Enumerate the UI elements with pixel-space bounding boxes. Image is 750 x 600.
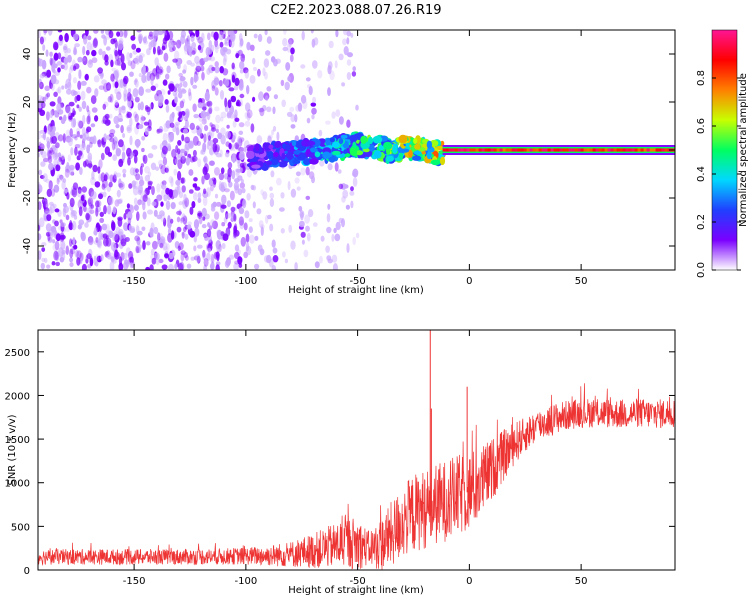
heatmap-region-0 [38,30,249,270]
spectrogram-panel: -150 -100 -50 0 50 -40 -20 0 20 40 Height of str… [7,29,676,296]
spectrogram-x-ticks: -150 -100 -50 0 50 [123,30,588,287]
colorbar-frame [711,29,738,271]
figure-title: C2E2.2023.088.07.26.R19 [270,3,441,18]
x-tick-label: -50 [349,276,365,287]
y-tick-label: 20 [22,96,33,109]
x-tick-label: 50 [575,276,588,287]
heatmap-region-2 [246,131,446,171]
spectrogram-heatmap [38,30,675,270]
snr-series-line [38,383,675,570]
colorbar-ticks: 0.0 0.2 0.4 0.6 0.8 [696,70,741,278]
x-tick-label: -100 [235,276,258,287]
colorbar-tick-label: 0.0 [696,262,707,278]
colorbar-label: Normalized spectral amplitude [738,73,749,227]
y-tick-label: 1500 [5,435,30,446]
colorbar-tick-label: 0.4 [696,166,707,182]
spectrogram-y-label: Frequency (Hz) [7,112,18,188]
x-tick-label: -150 [123,576,146,587]
heatmap-region-3 [442,145,675,155]
y-tick-label: 0 [24,566,30,577]
y-tick-label: -40 [22,238,33,254]
y-tick-label: 1000 [5,479,30,490]
colorbar-tick-label: 0.8 [696,70,707,86]
x-tick-label: -50 [349,576,365,587]
x-tick-label: -150 [123,276,146,287]
x-tick-label: 0 [466,276,472,287]
colorbar-tick-label: 0.6 [696,118,707,134]
snr-y-ticks: 0 500 1000 1500 2000 2500 [5,348,675,577]
x-tick-label: 50 [575,576,588,587]
colorbar-tick-label: 0.2 [696,214,707,230]
snr-frame [37,329,676,571]
y-tick-label: -20 [22,190,33,206]
colorbar-gradient [712,30,737,270]
snr-x-label: Height of straight line (km) [288,585,424,596]
x-tick-label: 0 [466,576,472,587]
x-tick-label: -100 [235,576,258,587]
colorbar: 0.0 0.2 0.4 0.6 0.8 Normalized spectral ampl… [696,29,749,278]
y-tick-label: 40 [22,48,33,61]
y-tick-label: 0 [22,147,33,153]
snr-spikes [429,330,468,507]
snr-panel: -150 -100 -50 0 50 0 500 1000 1500 2000 2500 Heig… [5,329,676,596]
spectrogram-x-label: Height of straight line (km) [288,285,424,296]
y-tick-label: 2500 [5,348,30,359]
y-tick-label: 2000 [5,391,30,402]
snr-y-label: SNR (10 * v/v) [7,414,18,485]
spectrogram-y-ticks: -40 -20 0 20 40 [22,48,675,254]
y-tick-label: 500 [11,522,30,533]
snr-x-ticks: -150 -100 -50 0 50 [123,330,588,587]
